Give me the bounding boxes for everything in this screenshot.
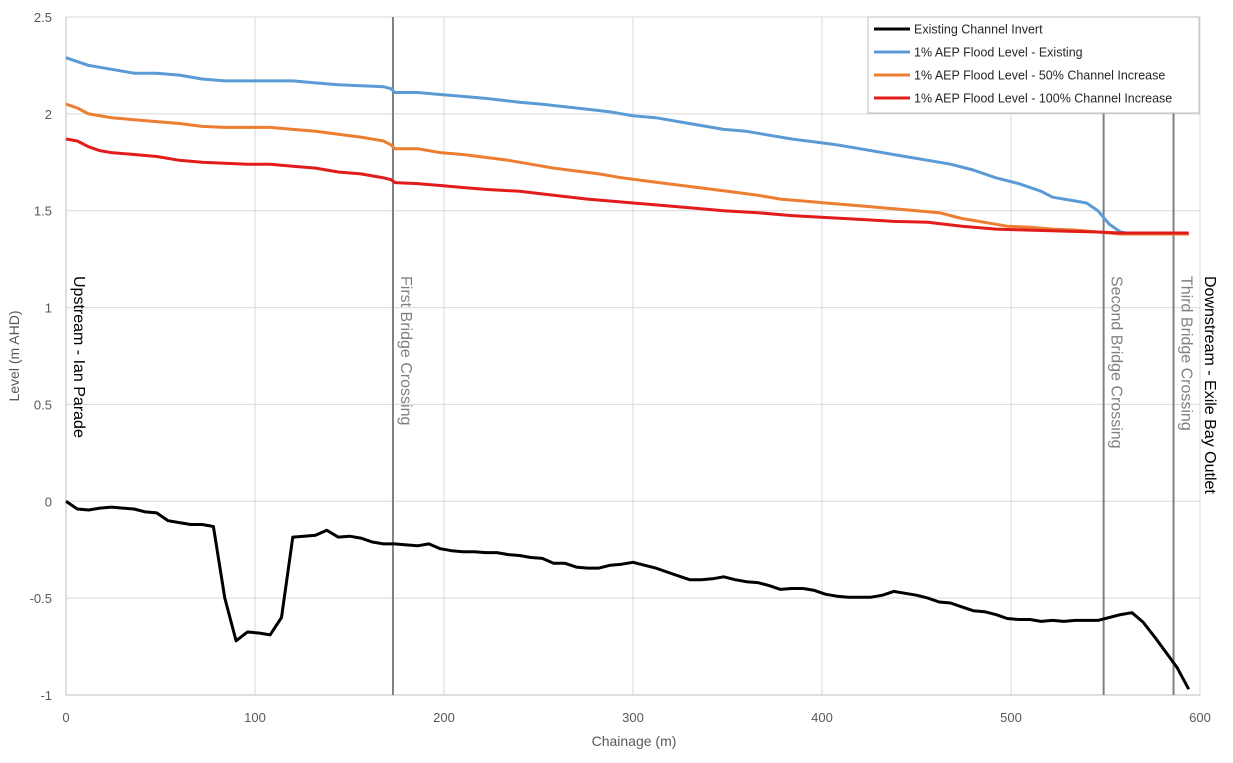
bridge-label-third-bridge-crossing: Third Bridge Crossing [1178, 276, 1195, 431]
y-tick-label: -0.5 [30, 591, 52, 606]
gridlines [65, 16, 1201, 696]
y-tick-label: 2 [45, 107, 52, 122]
bridge-label-second-bridge-crossing: Second Bridge Crossing [1108, 276, 1125, 449]
y-tick-label: -1 [40, 688, 52, 703]
y-tick-label: 0 [45, 494, 52, 509]
plot-frame [65, 17, 1200, 696]
x-tick-label: 500 [1000, 710, 1022, 725]
legend-label-1pct-aep-flood-level-50pct-channel-increase: 1% AEP Flood Level - 50% Channel Increas… [914, 69, 1165, 83]
x-tick-label: 0 [62, 710, 69, 725]
x-tick-label: 400 [811, 710, 833, 725]
series-existing-channel-invert [65, 500, 1191, 690]
legend-box [867, 16, 1200, 114]
series-1pct-aep-flood-level-50pct-channel-increase [65, 102, 1189, 236]
legend-label-existing-channel-invert: Existing Channel Invert [914, 23, 1043, 37]
series-1pct-aep-flood-level-existing [65, 56, 1189, 236]
x-axis-title: Chainage (m) [592, 733, 677, 749]
annotation-upstream-ian-parade: Upstream - Ian Parade [70, 276, 87, 438]
y-tick-label: 0.5 [34, 397, 52, 412]
x-tick-label: 300 [622, 710, 644, 725]
y-tick-labels: -1 -0.5 0 0.5 1 1.5 2 2.5 [30, 10, 52, 703]
annotation-downstream-exile-bay-outlet: Downstream - Exile Bay Outlet [1201, 276, 1218, 494]
series-1pct-aep-flood-level-100pct-channel-increase [65, 137, 1189, 235]
legend: Existing Channel Invert 1% AEP Flood Leve… [867, 16, 1200, 114]
y-tick-label: 1 [45, 301, 52, 316]
y-tick-label: 2.5 [34, 10, 52, 25]
legend-label-1pct-aep-flood-level-100pct-channel-increase: 1% AEP Flood Level - 100% Channel Increa… [914, 92, 1172, 106]
series-lines [65, 56, 1191, 690]
bridge-lines [391, 17, 1175, 695]
x-tick-labels: 0 100 200 300 400 500 600 [62, 710, 1210, 725]
y-tick-label: 1.5 [34, 204, 52, 219]
y-axis-title: Level (m AHD) [6, 310, 22, 401]
legend-label-1pct-aep-flood-level-existing: 1% AEP Flood Level - Existing [914, 46, 1083, 60]
x-tick-label: 600 [1189, 710, 1211, 725]
annotations: First Bridge Crossing Second Bridge Cross… [70, 276, 1218, 494]
x-tick-label: 100 [244, 710, 266, 725]
x-tick-label: 200 [433, 710, 455, 725]
bridge-label-first-bridge-crossing: First Bridge Crossing [397, 276, 414, 425]
